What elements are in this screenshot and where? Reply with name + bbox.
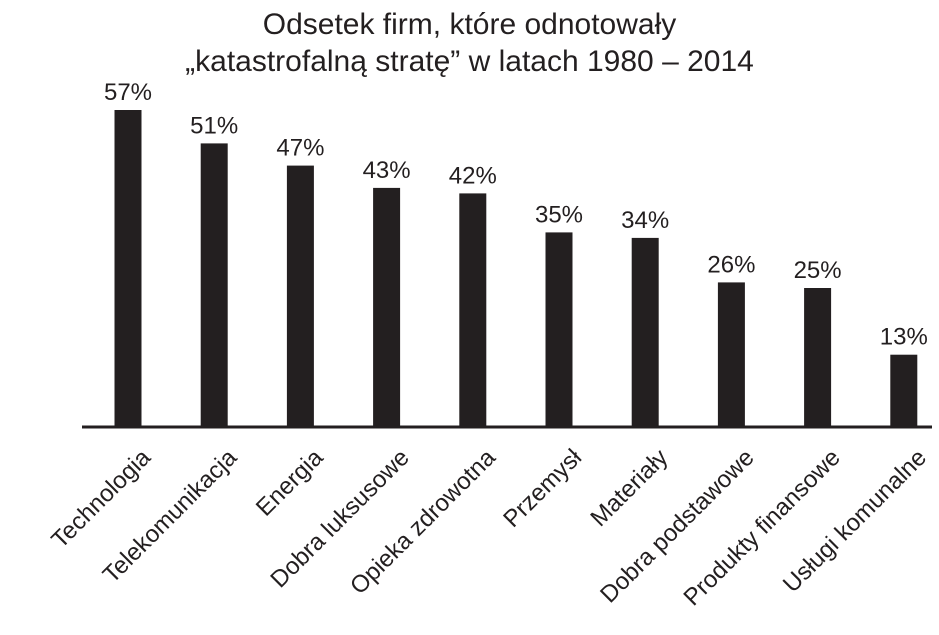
data-label-9: 13% <box>880 324 928 351</box>
bar-4 <box>459 193 487 427</box>
data-label-2: 47% <box>276 135 324 162</box>
bar-5 <box>545 232 573 427</box>
data-label-3: 43% <box>363 157 411 184</box>
chart-title-line-1: Odsetek firm, które odnotowały <box>262 8 677 41</box>
data-label-1: 51% <box>190 112 238 139</box>
chart-title-line-2: „katastrofalną stratę” w latach 1980 – 2… <box>185 45 754 78</box>
bar-7 <box>717 282 745 427</box>
bar-9 <box>890 354 918 427</box>
x-tick-label-5: Przemysł <box>498 444 587 533</box>
data-label-0: 57% <box>104 79 152 106</box>
data-label-4: 42% <box>449 162 497 189</box>
data-label-7: 26% <box>707 251 755 278</box>
data-labels-group: 57% 51% 47% 43% 42% 35% 34% 26% 25% 13% <box>104 79 928 351</box>
bar-0 <box>114 110 142 427</box>
bar-1 <box>200 143 228 427</box>
x-tick-label-2: Energia <box>251 444 329 522</box>
chart-title: Odsetek firm, które odnotowały „katastro… <box>0 6 939 80</box>
bar-8 <box>804 288 832 427</box>
x-tick-label-8: Produkty finansowe <box>679 444 846 611</box>
bar-2 <box>286 165 314 427</box>
x-tick-label-6: Materiały <box>585 444 673 532</box>
x-tick-label-7: Dobra podstawowe <box>595 444 759 608</box>
x-tick-label-4: Opieka zdrowotna <box>345 444 501 600</box>
x-tick-label-9: Usługi komunalne <box>778 444 932 598</box>
bars-group <box>114 110 918 427</box>
data-label-8: 25% <box>794 257 842 284</box>
data-label-6: 34% <box>621 207 669 234</box>
bar-6 <box>631 237 659 427</box>
bar-3 <box>373 187 401 427</box>
data-label-5: 35% <box>535 201 583 228</box>
